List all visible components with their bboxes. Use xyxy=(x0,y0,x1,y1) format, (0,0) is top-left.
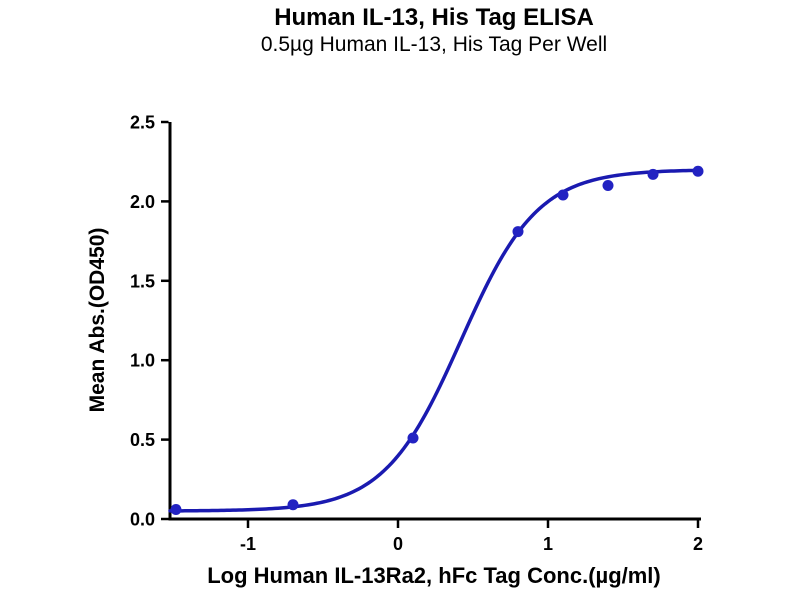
data-point xyxy=(407,432,419,444)
data-point xyxy=(602,180,614,192)
x-tick-label: -1 xyxy=(240,534,256,554)
x-tick-label: 0 xyxy=(393,534,403,554)
chart-subtitle: 0.5µg Human IL-13, His Tag Per Well xyxy=(260,33,608,56)
data-point xyxy=(512,226,524,238)
chart-title: Human IL-13, His Tag ELISA xyxy=(274,4,594,31)
data-point xyxy=(692,165,704,177)
data-point xyxy=(170,503,182,515)
y-tick-label: 0.5 xyxy=(130,430,155,450)
y-tick-label: 0.0 xyxy=(130,510,155,530)
x-tick-label: 2 xyxy=(693,534,703,554)
y-tick-label: 1.0 xyxy=(130,351,155,371)
data-point xyxy=(557,189,569,201)
y-tick-label: 1.5 xyxy=(130,271,155,291)
x-axis-label: Log Human IL-13Ra2, hFc Tag Conc.(µg/ml) xyxy=(207,563,661,588)
y-tick-label: 2.0 xyxy=(130,192,155,212)
data-point xyxy=(287,499,299,511)
x-tick-label: 1 xyxy=(543,534,553,554)
y-tick-label: 2.5 xyxy=(130,113,155,133)
fit-curve xyxy=(168,168,700,513)
data-point xyxy=(647,168,659,180)
